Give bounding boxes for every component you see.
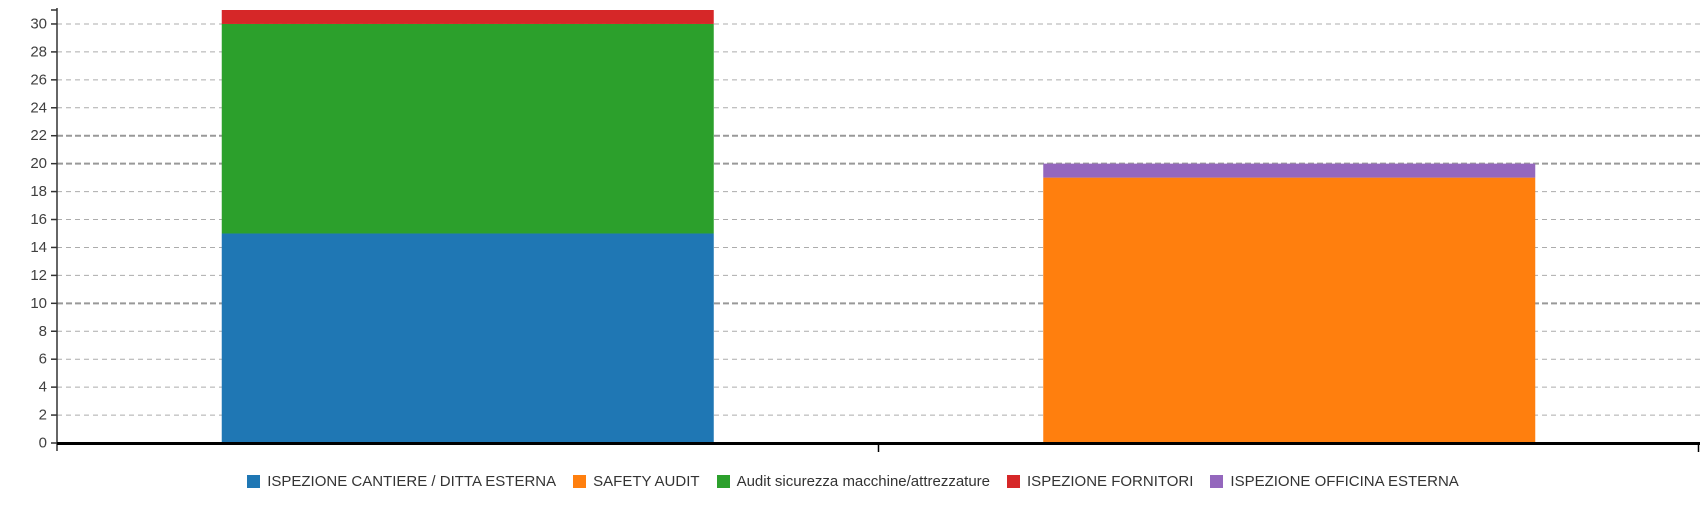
legend-swatch [247, 474, 261, 488]
legend-item-audit-sicurezza-macchine-attrezzature[interactable]: Audit sicurezza macchine/attrezzature [716, 472, 991, 490]
y-axis-tick-label: 2 [39, 407, 47, 424]
y-axis-tick-label: 8 [39, 323, 47, 340]
bar-2-segment-safety-audit[interactable] [1043, 177, 1536, 443]
bar-1-segment-audit-sicurezza-macchine-attrezzature[interactable] [221, 23, 714, 234]
legend-swatch [1007, 474, 1021, 488]
legend-label: Audit sicurezza macchine/attrezzature [736, 472, 991, 490]
legend-item-ispezione-officina-esterna[interactable]: ISPEZIONE OFFICINA ESTERNA [1210, 472, 1459, 490]
y-axis-tick-label: 14 [30, 239, 47, 256]
legend-label: ISPEZIONE OFFICINA ESTERNA [1230, 472, 1459, 490]
y-axis-tick-label: 28 [30, 43, 47, 60]
legend-item-safety-audit[interactable]: SAFETY AUDIT [573, 472, 700, 490]
y-axis-tick-label: 30 [30, 15, 47, 32]
legend-swatch [573, 474, 587, 488]
y-axis-tick-label: 18 [30, 183, 47, 200]
legend-item-ispezione-fornitori[interactable]: ISPEZIONE FORNITORI [1007, 473, 1193, 490]
y-axis-tick-label: 22 [30, 127, 47, 144]
bar-1-segment-ispezione-fornitori[interactable] [221, 10, 714, 24]
y-axis-tick-label: 6 [39, 351, 47, 368]
chart-legend: ISPEZIONE CANTIERE / DITTA ESTERNA SAFETY… [0, 460, 1706, 502]
legend-swatch [1210, 474, 1224, 488]
legend-swatch [716, 474, 730, 488]
y-axis-tick-label: 4 [39, 379, 47, 396]
y-axis-tick-label: 10 [30, 295, 47, 312]
bar-1-segment-ispezione-cantiere-ditta-esterna[interactable] [221, 233, 714, 443]
legend-label: SAFETY AUDIT [593, 472, 700, 490]
y-axis-tick-label: 20 [30, 155, 47, 172]
y-axis-tick-label: 12 [30, 267, 47, 284]
bar-2-segment-ispezione-officina-esterna[interactable] [1043, 163, 1536, 178]
y-axis-tick-label: 26 [30, 71, 47, 88]
legend-label: ISPEZIONE FORNITORI [1027, 472, 1194, 490]
y-axis-tick-label: 24 [30, 99, 47, 116]
y-axis-tick-label: 16 [30, 211, 47, 228]
y-axis-tick-label: 0 [39, 435, 47, 452]
legend-label: ISPEZIONE CANTIERE / DITTA ESTERNA [267, 472, 557, 490]
legend-item-ispezione-cantiere-ditta-esterna[interactable]: ISPEZIONE CANTIERE / DITTA ESTERNA [247, 473, 556, 490]
